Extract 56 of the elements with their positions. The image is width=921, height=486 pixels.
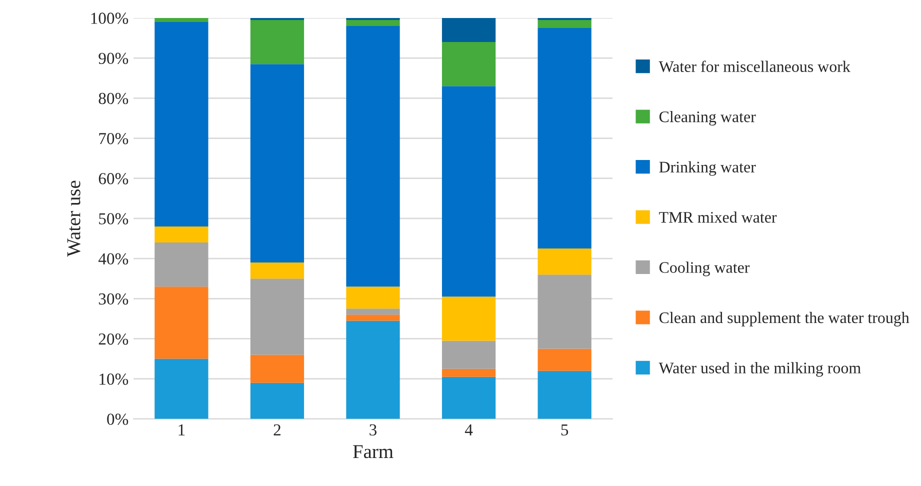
bar <box>346 26 400 287</box>
y-axis-title: Water use <box>67 180 80 257</box>
legend-label: Cooling water <box>659 262 750 276</box>
bar <box>538 348 592 371</box>
y-tick-label: 70% <box>99 132 128 144</box>
y-tick-label: 100% <box>91 12 128 24</box>
bar <box>442 86 496 297</box>
legend-label: Clean and supplement the water trough <box>659 312 910 326</box>
x-tick-label: 3 <box>370 424 377 436</box>
bar <box>346 320 400 419</box>
bar <box>154 18 208 22</box>
legend-label: Water used in the milking room <box>658 362 861 377</box>
y-tick-label: 40% <box>98 253 128 265</box>
x-tick-label: 4 <box>464 424 473 436</box>
bar <box>442 42 496 86</box>
bar <box>154 226 208 243</box>
bar <box>346 308 400 315</box>
bar <box>250 354 304 383</box>
legend-label: Cleaning water <box>659 110 756 126</box>
y-tick-label: 80% <box>98 92 128 104</box>
bar <box>538 20 592 28</box>
bar <box>250 20 304 64</box>
bar <box>154 358 208 419</box>
bar <box>538 370 592 419</box>
bar <box>346 314 400 321</box>
x-tick-label: 5 <box>561 424 568 436</box>
bar <box>250 382 304 419</box>
x-tick-label: 1 <box>178 424 185 436</box>
bar <box>250 278 304 355</box>
bar <box>250 64 304 263</box>
y-tick-label: 30% <box>98 293 128 305</box>
bar <box>154 286 208 359</box>
y-tick-label: 90% <box>98 52 128 64</box>
bar <box>538 274 592 349</box>
y-tick-label: 0% <box>107 414 128 425</box>
bar <box>154 242 208 287</box>
bar <box>346 20 400 26</box>
y-tick-label: 10% <box>100 374 128 385</box>
y-tick-label: 60% <box>98 173 128 184</box>
y-tick-label: 20% <box>98 333 128 345</box>
legend-label: Drinking water <box>659 161 756 176</box>
bar <box>250 262 304 279</box>
bar <box>442 340 496 369</box>
x-tick-label: 2 <box>274 424 280 436</box>
bar <box>154 22 208 226</box>
legend-label: Water for miscellaneous work <box>658 60 850 72</box>
bar <box>442 376 496 419</box>
bar <box>538 248 592 275</box>
bar <box>442 18 496 42</box>
y-tick-label: 50% <box>99 213 128 224</box>
legend-label: TMR mixed water <box>659 211 777 223</box>
bar <box>346 286 400 309</box>
bar <box>442 296 496 341</box>
bar <box>442 368 496 377</box>
bar <box>538 28 592 249</box>
x-axis-title: Farm <box>353 445 394 458</box>
